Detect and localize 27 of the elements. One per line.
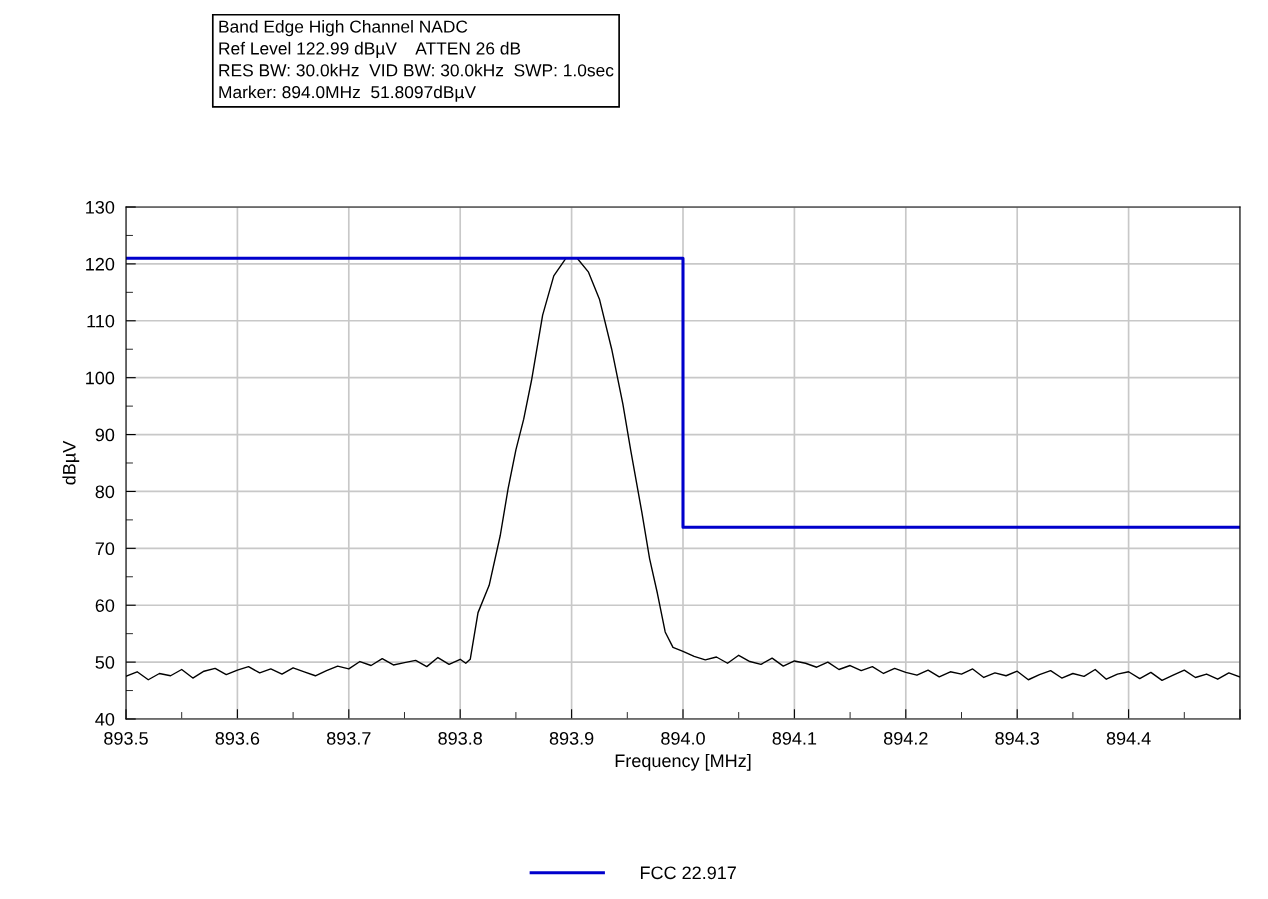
y-tick-label: 70: [95, 542, 115, 556]
y-tick-label: 130: [86, 200, 115, 214]
y-tick-label: 60: [95, 599, 115, 612]
x-tick-label: 894.4: [1106, 731, 1151, 745]
x-tick-label: 893.9: [549, 731, 594, 745]
x-tick-label: 894.2: [884, 731, 928, 745]
y-tick-label: 50: [95, 656, 115, 669]
x-tick-label: 893.6: [215, 731, 260, 745]
x-tick-label: 894.0: [661, 731, 705, 745]
x-tick-label: 894.3: [995, 731, 1039, 745]
legend-label: FCC 22.917: [640, 866, 736, 880]
y-tick-label: 40: [95, 712, 115, 726]
text: RES BW: 30.0kHz VID BW: 30.0kHz SWP: 1.0sec: [219, 63, 614, 77]
x-axis-title: Frequency [MHz]: [615, 753, 751, 771]
text: Ref Level 122.99 dBµV ATTEN 26 dB: [219, 41, 521, 59]
y-tick-label: 110: [87, 314, 115, 328]
y-tick-label: 100: [86, 371, 115, 385]
y-axis-title: dBµV: [62, 440, 80, 485]
text: Marker: 894.0MHz 51.8097dBµV: [219, 85, 476, 102]
chart-title: Band Edge High Channel NADC: [219, 20, 468, 37]
x-tick-label: 893.7: [327, 731, 371, 745]
x-tick-label: 893.8: [438, 731, 483, 745]
y-tick-label: 120: [86, 257, 115, 271]
x-tick-label: 894.1: [772, 731, 817, 745]
x-tick-label: 893.5: [104, 731, 148, 745]
y-tick-label: 90: [95, 428, 115, 442]
y-tick-label: 80: [95, 485, 115, 499]
